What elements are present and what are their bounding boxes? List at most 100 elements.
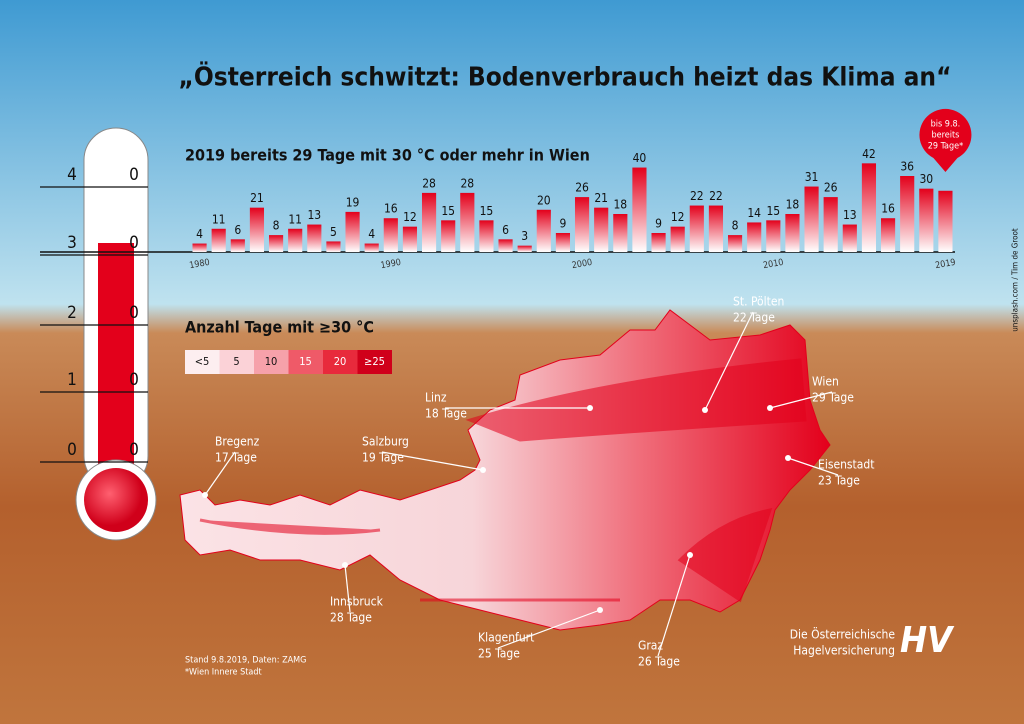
map-hotspots (199, 358, 807, 603)
value-label: 22 (709, 189, 723, 203)
value-label: 11 (212, 212, 226, 226)
bar (689, 205, 704, 252)
bar (498, 239, 513, 252)
bar (441, 220, 456, 252)
legend-swatch (357, 350, 392, 374)
scale-right: 0 (129, 370, 139, 390)
scale-left: 2 (67, 303, 77, 323)
city-days: 25 Tage (478, 647, 520, 661)
bar (919, 188, 934, 252)
annotation-text: bis 9.8. (931, 120, 961, 130)
annotation-text: 29 Tage* (928, 142, 963, 152)
value-label: 26 (575, 181, 589, 195)
annotation-bubble (919, 108, 972, 172)
value-label: 14 (747, 206, 761, 220)
scale-right: 0 (129, 165, 139, 185)
leader-line (787, 457, 839, 476)
city-dot (767, 405, 773, 411)
x-tick-label: 2010 (762, 258, 784, 271)
scale-right: 0 (129, 303, 139, 323)
value-label: 26 (824, 181, 838, 195)
bar (536, 209, 551, 252)
bar (785, 214, 800, 252)
bar (517, 245, 532, 252)
value-label: 15 (480, 204, 494, 218)
logo-mark: HV (900, 620, 955, 661)
bar (211, 228, 226, 252)
legend-label: 15 (299, 355, 312, 368)
bar (861, 163, 877, 252)
bar (192, 243, 207, 252)
city-name: Bregenz (215, 435, 260, 449)
bar (766, 220, 781, 252)
bar (842, 224, 857, 252)
bar (823, 197, 838, 252)
bar (804, 186, 819, 252)
bar (632, 167, 647, 252)
value-label: 15 (766, 204, 780, 218)
value-label: 20 (537, 193, 551, 207)
city-dot (342, 562, 348, 568)
logo-text: Hagelversicherung (793, 644, 895, 658)
annotation-text: bereits (931, 131, 959, 141)
bar (307, 224, 322, 252)
footnote: Stand 9.8.2019, Daten: ZAMG (185, 656, 306, 666)
bar (268, 235, 284, 252)
city-name: Klagenfurt (478, 631, 534, 645)
value-label: 13 (843, 208, 857, 222)
value-label: 9 (560, 217, 567, 231)
bar (402, 226, 418, 252)
value-label: 12 (403, 210, 417, 224)
bar (345, 211, 360, 252)
scale-left: 3 (67, 233, 77, 253)
leader-line (704, 311, 754, 411)
bar (938, 190, 953, 252)
value-label: 4 (196, 227, 203, 241)
city-days: 26 Tage (638, 655, 680, 669)
bar (326, 241, 341, 252)
city-name: Innsbruck (330, 595, 384, 609)
value-label: 42 (862, 147, 876, 161)
bar (288, 228, 303, 252)
scale-left: 0 (67, 440, 77, 460)
city-dot (687, 552, 693, 558)
leader-line (657, 554, 691, 657)
city-name: Salzburg (362, 435, 409, 449)
city-dot (702, 407, 708, 413)
value-label: 15 (441, 204, 455, 218)
value-label: 16 (384, 202, 398, 216)
x-tick-label: 1980 (189, 258, 211, 271)
bar (747, 222, 762, 252)
thermometer (75, 127, 157, 541)
credit: unsplash.com / Tim de Groot (1011, 228, 1020, 332)
value-label: 18 (786, 198, 800, 212)
x-tick-label: 2019 (935, 258, 957, 271)
city-dot (202, 492, 208, 498)
value-label: 40 (633, 151, 647, 165)
city-name: Linz (425, 391, 447, 405)
legend-swatch (323, 350, 358, 374)
city-days: 29 Tage (812, 391, 854, 405)
legend-label: <5 (195, 355, 210, 368)
bar (708, 205, 724, 252)
bar (460, 192, 475, 252)
city-days: 17 Tage (215, 451, 257, 465)
value-label: 16 (881, 202, 895, 216)
city-dot (597, 607, 603, 613)
value-label: 5 (330, 225, 337, 239)
legend-swatch (288, 350, 323, 374)
bar (880, 218, 896, 252)
bar (670, 226, 685, 252)
city-dot (587, 405, 593, 411)
leader-line (204, 451, 236, 496)
city-days: 23 Tage (818, 474, 860, 488)
city-days: 18 Tage (425, 407, 467, 421)
legend-label: ≥25 (364, 355, 385, 368)
value-label: 8 (273, 219, 280, 233)
scale-left: 1 (67, 370, 77, 390)
value-label: 36 (900, 160, 914, 174)
value-label: 11 (288, 212, 302, 226)
city-name: Graz (638, 639, 663, 653)
legend-label: 5 (233, 355, 239, 368)
